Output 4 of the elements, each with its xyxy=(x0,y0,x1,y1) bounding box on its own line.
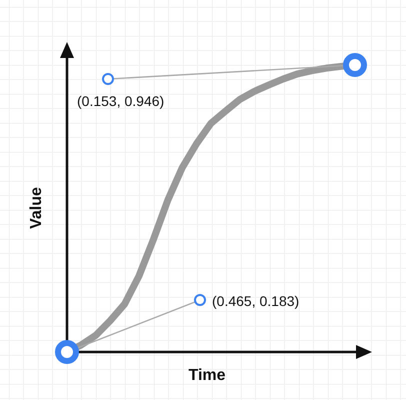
y-axis-title: Value xyxy=(28,187,45,229)
x-axis-title: Time xyxy=(188,367,226,384)
annotation: (0.465, 0.183) xyxy=(212,293,300,309)
annotation: (0.153, 0.946) xyxy=(77,93,164,109)
